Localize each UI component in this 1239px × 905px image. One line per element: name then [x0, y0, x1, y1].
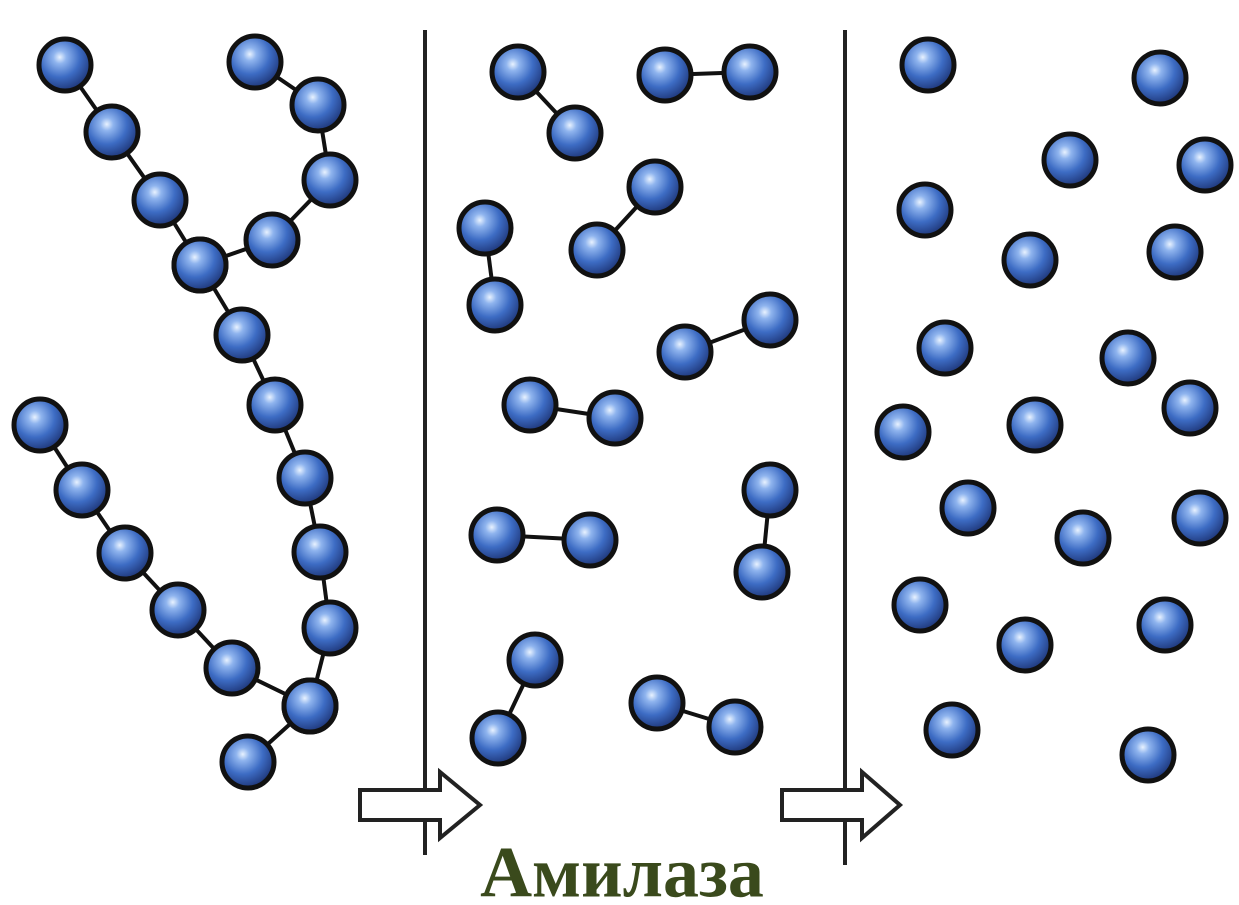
glucose-unit — [724, 46, 776, 98]
glucose-unit — [294, 526, 346, 578]
glucose-unit — [492, 46, 544, 98]
glucose-unit — [86, 106, 138, 158]
glucose-unit — [564, 514, 616, 566]
glucose-unit — [1102, 332, 1154, 384]
glucose-unit — [1139, 599, 1191, 651]
glucose-unit — [152, 584, 204, 636]
glucose-unit — [229, 36, 281, 88]
glucose-unit — [999, 619, 1051, 671]
glucose-unit — [894, 579, 946, 631]
glucose-unit — [919, 322, 971, 374]
glucose-unit — [926, 704, 978, 756]
glucose-unit — [292, 79, 344, 131]
glucose-unit — [1149, 226, 1201, 278]
glucose-unit — [744, 294, 796, 346]
glucose-unit — [471, 509, 523, 561]
glucose-unit — [1134, 52, 1186, 104]
glucose-unit — [709, 701, 761, 753]
glucose-unit — [659, 326, 711, 378]
glucose-unit — [39, 39, 91, 91]
glucose-unit — [629, 161, 681, 213]
glucose-unit — [509, 634, 561, 686]
glucose-unit — [304, 154, 356, 206]
glucose-unit — [14, 399, 66, 451]
glucose-unit — [56, 464, 108, 516]
glucose-unit — [284, 680, 336, 732]
glucose-unit — [459, 202, 511, 254]
glucose-unit — [469, 279, 521, 331]
diagram: Амилаза — [0, 0, 1239, 905]
glucose-unit — [942, 482, 994, 534]
glucose-unit — [736, 546, 788, 598]
glucose-unit — [1179, 139, 1231, 191]
glucose-unit — [877, 406, 929, 458]
glucose-unit — [1009, 399, 1061, 451]
glucose-unit — [99, 527, 151, 579]
glucose-unit — [1174, 492, 1226, 544]
glucose-unit — [174, 239, 226, 291]
glucose-unit — [472, 712, 524, 764]
glucose-unit — [571, 224, 623, 276]
glucose-unit — [549, 107, 601, 159]
glucose-unit — [216, 309, 268, 361]
glucose-unit — [1044, 134, 1096, 186]
glucose-unit — [1004, 234, 1056, 286]
glucose-unit — [631, 677, 683, 729]
background — [0, 0, 1239, 905]
glucose-unit — [639, 49, 691, 101]
glucose-unit — [504, 379, 556, 431]
glucose-unit — [246, 214, 298, 266]
glucose-unit — [1122, 729, 1174, 781]
glucose-unit — [589, 392, 641, 444]
glucose-unit — [134, 174, 186, 226]
glucose-unit — [206, 642, 258, 694]
enzyme-label: Амилаза — [480, 833, 764, 905]
glucose-unit — [1057, 512, 1109, 564]
glucose-unit — [1164, 382, 1216, 434]
glucose-unit — [744, 464, 796, 516]
glucose-unit — [279, 452, 331, 504]
glucose-unit — [249, 379, 301, 431]
glucose-unit — [222, 736, 274, 788]
glucose-unit — [304, 602, 356, 654]
glucose-unit — [899, 184, 951, 236]
glucose-unit — [902, 39, 954, 91]
